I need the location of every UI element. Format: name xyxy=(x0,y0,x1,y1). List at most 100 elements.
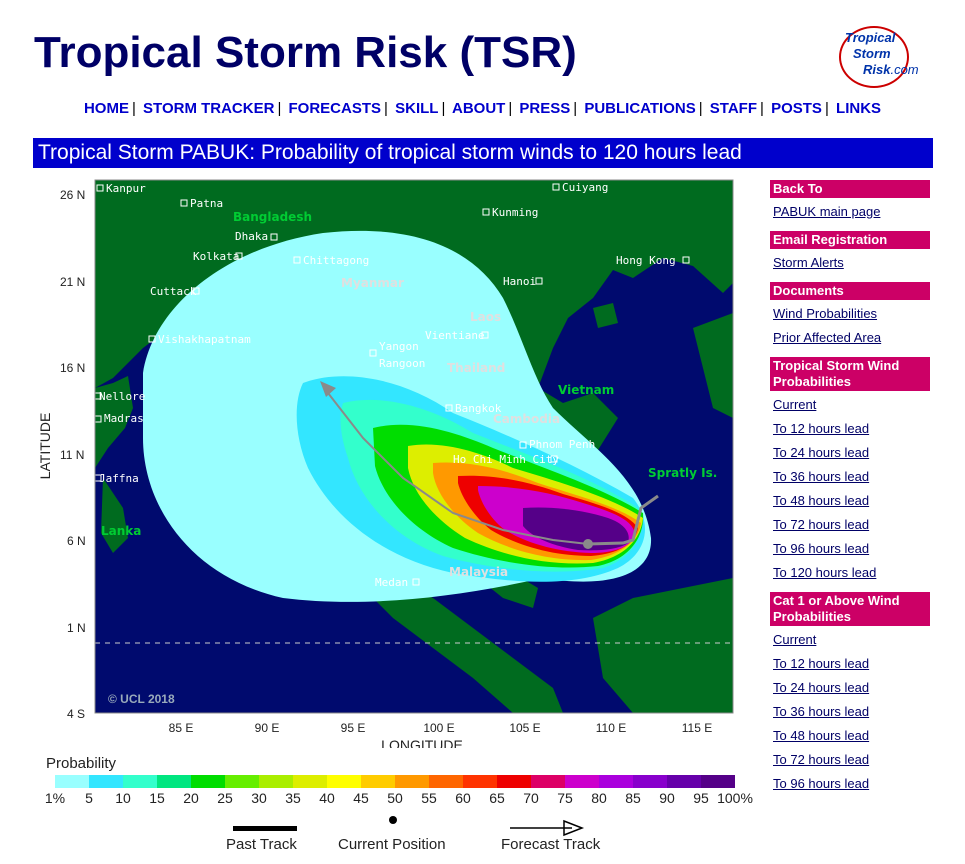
nav-storm-tracker[interactable]: STORM TRACKER xyxy=(143,100,275,117)
sidebar-link[interactable]: Storm Alerts xyxy=(773,255,844,270)
logo-ring xyxy=(839,26,909,88)
legend-tick-label: 10 xyxy=(115,790,131,806)
nav-separator: | xyxy=(441,100,446,117)
page-title: Tropical Storm Risk (TSR) xyxy=(34,28,577,77)
lat-tick: 26 N xyxy=(60,188,85,202)
sidebar-link[interactable]: To 36 hours lead xyxy=(773,469,870,484)
sidebar-link[interactable]: PABUK main page xyxy=(773,204,881,219)
legend-swatch xyxy=(361,775,395,788)
sidebar-link[interactable]: To 24 hours lead xyxy=(773,445,870,460)
country-label: Thailand xyxy=(447,361,505,375)
lon-tick: 115 E xyxy=(682,721,712,735)
city-label: Kunming xyxy=(492,206,538,219)
legend-swatch xyxy=(701,775,735,788)
legend-color-bar xyxy=(55,775,735,788)
legend-tick-label: 25 xyxy=(217,790,233,806)
sidebar-link[interactable]: To 12 hours lead xyxy=(773,421,870,436)
sidebar-link[interactable]: To 72 hours lead xyxy=(773,752,870,767)
nav-separator: | xyxy=(760,100,764,117)
past-track-line xyxy=(587,494,659,546)
country-label: Laos xyxy=(470,310,501,324)
legend-tick-label: 80 xyxy=(591,790,607,806)
sidebar-link[interactable]: Prior Affected Area xyxy=(773,330,882,345)
copyright-label: © UCL 2018 xyxy=(108,692,175,706)
sidebar-group: Cat 1 or Above Wind Probabilities Current… xyxy=(770,592,930,791)
sidebar-link[interactable]: To 24 hours lead xyxy=(773,680,870,695)
sidebar-link[interactable]: To 48 hours lead xyxy=(773,728,870,743)
city-label: Dhaka xyxy=(235,230,268,243)
lat-tick: 16 N xyxy=(60,361,85,375)
legend-swatch xyxy=(599,775,633,788)
legend-swatch xyxy=(191,775,225,788)
current-position-symbol xyxy=(389,816,397,824)
sidebar-link[interactable]: To 96 hours lead xyxy=(773,776,870,791)
legend-swatch xyxy=(429,775,463,788)
nav-home[interactable]: HOME xyxy=(83,100,129,117)
legend-swatch xyxy=(463,775,497,788)
logo-suffix: .com xyxy=(890,62,919,77)
nav-forecasts[interactable]: FORECASTS xyxy=(288,100,382,117)
nav-press[interactable]: PRESS xyxy=(519,100,571,117)
legend-swatch xyxy=(327,775,361,788)
city-label: Ho Chi Minh City xyxy=(453,453,559,466)
legend-swatch xyxy=(667,775,701,788)
land-borneo xyxy=(593,578,733,713)
legend-swatch xyxy=(531,775,565,788)
legend-swatch xyxy=(565,775,599,788)
city-label: Bangkok xyxy=(455,402,502,415)
lon-tick: 95 E xyxy=(341,721,366,735)
sidebar-group: Tropical Storm Wind Probabilities Current… xyxy=(770,357,930,580)
forecast-track-label: Forecast Track xyxy=(501,836,601,853)
sidebar: Back To PABUK main page Email Registration… xyxy=(770,180,930,803)
past-track-label: Past Track xyxy=(226,836,297,853)
forecast-track-line xyxy=(327,392,589,545)
nav-skill[interactable]: SKILL xyxy=(395,100,439,117)
legend-tick-label: 1% xyxy=(44,790,66,806)
legend-tick-label: 55 xyxy=(421,790,437,806)
nav-staff[interactable]: STAFF xyxy=(709,100,758,117)
sidebar-link[interactable]: To 12 hours lead xyxy=(773,656,870,671)
legend-tick-label: 95 xyxy=(693,790,709,806)
logo-line-3: Risk.com xyxy=(863,62,919,77)
tsr-logo[interactable]: Tropical Storm Risk.com xyxy=(837,24,927,88)
nav-separator: | xyxy=(824,100,829,117)
sidebar-link[interactable]: To 36 hours lead xyxy=(773,704,870,719)
sidebar-heading: Email Registration xyxy=(770,231,930,249)
city-label: Kolkata xyxy=(193,250,239,263)
legend-tick-label: 35 xyxy=(285,790,301,806)
city-label: Cuttack xyxy=(150,285,197,298)
sidebar-link[interactable]: Current xyxy=(773,632,817,647)
legend-tick-label: 5 xyxy=(85,790,93,806)
legend-swatch xyxy=(633,775,667,788)
legend-tick-label: 40 xyxy=(319,790,335,806)
land-hainan xyxy=(593,303,618,328)
lon-tick: 110 E xyxy=(596,721,626,735)
legend-swatch xyxy=(497,775,531,788)
lon-tick: 85 E xyxy=(169,721,194,735)
nav-links[interactable]: LINKS xyxy=(836,100,882,117)
city-label: Phnom Penh xyxy=(529,438,595,451)
legend-swatch xyxy=(395,775,429,788)
sidebar-link[interactable]: Current xyxy=(773,397,817,412)
nav-about[interactable]: ABOUT xyxy=(451,100,506,117)
city-label: Vientiane xyxy=(425,329,485,342)
legend-swatch xyxy=(157,775,191,788)
nav-posts[interactable]: POSTS xyxy=(771,100,822,117)
past-track-symbol xyxy=(233,826,297,831)
x-axis-label: LONGITUDE xyxy=(381,737,463,748)
current-position-label: Current Position xyxy=(338,836,446,853)
city-label: Hanoi xyxy=(503,275,536,288)
sidebar-link[interactable]: To 48 hours lead xyxy=(773,493,870,508)
sidebar-link[interactable]: To 120 hours lead xyxy=(773,565,877,580)
city-label: Chittagong xyxy=(303,254,369,267)
sidebar-heading: Cat 1 or Above Wind Probabilities xyxy=(770,592,930,626)
sidebar-link[interactable]: Wind Probabilities xyxy=(773,306,878,321)
sidebar-link[interactable]: To 72 hours lead xyxy=(773,517,870,532)
legend-title: Probability xyxy=(46,755,117,772)
legend-tick-label: 20 xyxy=(183,790,199,806)
city-label: Cuiyang xyxy=(562,181,608,194)
country-label: Cambodia xyxy=(493,412,560,426)
probability-map: Kanpur Patna Cuiyang Kunming Dhaka Kolka… xyxy=(37,179,734,748)
nav-publications[interactable]: PUBLICATIONS xyxy=(584,100,696,117)
sidebar-link[interactable]: To 96 hours lead xyxy=(773,541,870,556)
